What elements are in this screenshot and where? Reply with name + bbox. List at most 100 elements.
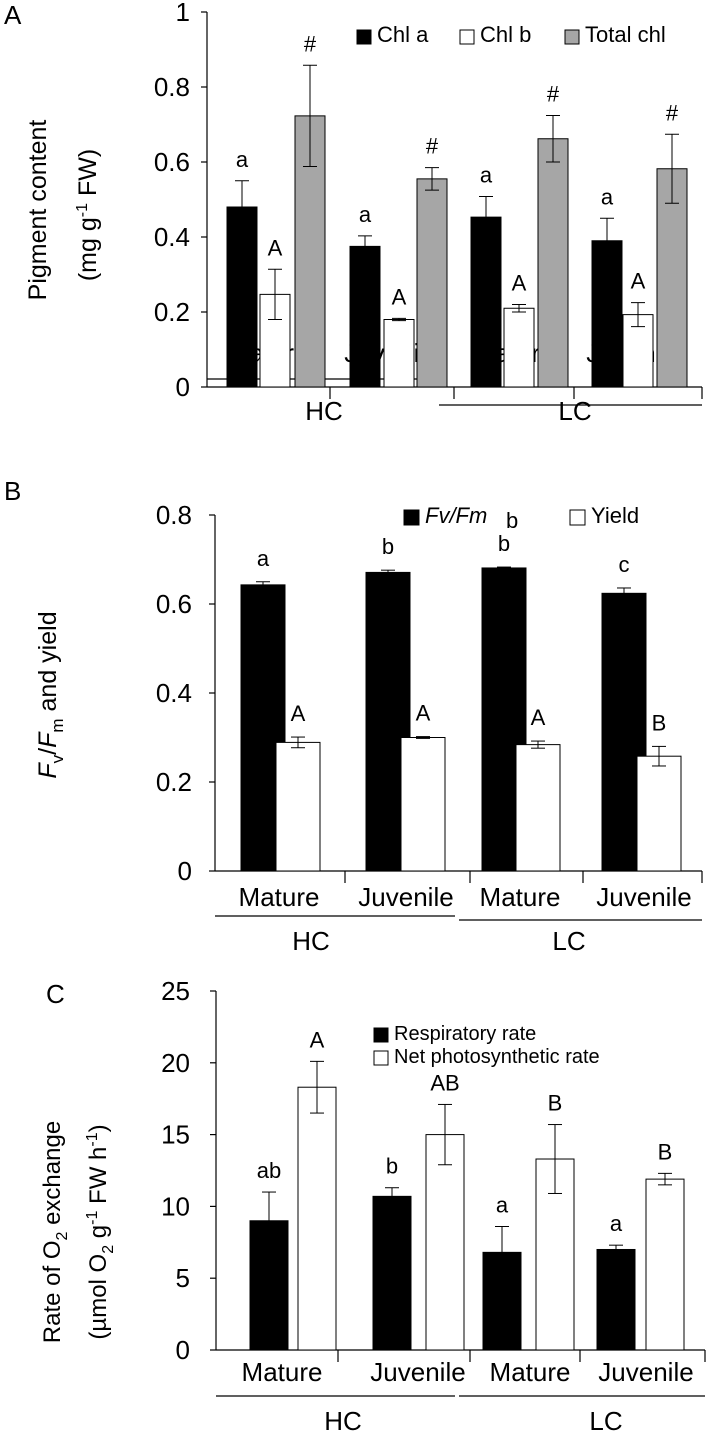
y-tick-label: 10 [161, 1191, 190, 1221]
y-tick-label: 0 [176, 372, 190, 402]
bar [372, 1195, 412, 1351]
legend-label: Fv/Fm [425, 503, 487, 528]
panel-c-group-hc: HC [324, 1406, 362, 1436]
y-tick-label: 0.6 [156, 589, 192, 619]
legend-swatch [459, 29, 475, 45]
y-tick-label: 5 [176, 1263, 190, 1293]
category-label: Juvenile [370, 1357, 465, 1387]
bar [425, 1134, 465, 1351]
panel-c-group-lc: LC [589, 1406, 622, 1436]
y-tick-label: 0.4 [156, 678, 192, 708]
bar [349, 245, 381, 388]
significance-label: c [619, 552, 630, 577]
y-tick-label: 0.6 [154, 147, 190, 177]
bar [645, 1178, 685, 1351]
category-label: Mature [242, 1357, 323, 1387]
significance-label: B [652, 710, 667, 735]
legend-label: Total chl [585, 22, 666, 47]
y-tick-label: 25 [161, 976, 190, 1006]
category-label: Juvenile [598, 1357, 693, 1387]
significance-label: a [236, 147, 249, 172]
category-label: Juvenile [596, 882, 691, 912]
y-tick-label: 1 [176, 0, 190, 27]
significance-label: # [426, 134, 439, 159]
panel-b: B Fv/Fm and yield HC LC [4, 476, 586, 956]
bar [400, 737, 446, 872]
y-tick-label: 0.2 [154, 297, 190, 327]
significance-label: a [480, 163, 493, 188]
y-tick-label: 15 [161, 1120, 190, 1150]
panel-c-label: C [46, 979, 65, 1009]
significance-label: AB [430, 1070, 459, 1095]
panel-c-ylabel-line2: (µmol O2 g-1 FW h-1) [84, 1124, 117, 1339]
bar [591, 240, 623, 388]
y-tick-label: 0.2 [156, 767, 192, 797]
significance-label: A [310, 1027, 325, 1052]
significance-label: a [257, 546, 270, 571]
significance-label: A [512, 271, 527, 296]
plot-layer: 0 0.2 0.4 0.6 0.8 1 Mature Juvenile Mature Juveni… [154, 0, 706, 1397]
legend-label: Chl b [480, 22, 531, 47]
significance-label: B [548, 1091, 563, 1116]
significance-label: a [601, 184, 614, 209]
bar [503, 307, 535, 388]
significance-label: b [386, 1154, 398, 1179]
chart-panel-a: 00.20.40.60.81MatureJuvenileMatureJuveni… [154, 0, 703, 406]
category-label: Mature [480, 882, 561, 912]
y-tick-label: 0 [176, 1335, 190, 1365]
y-tick-label: 0.4 [154, 222, 190, 252]
panel-b-ylabel: Fv/Fm and yield [34, 611, 67, 778]
legend-swatch [403, 509, 420, 526]
significance-label: A [416, 701, 431, 726]
bar [416, 178, 448, 388]
legend-label: Net photosynthetic rate [394, 1046, 600, 1068]
panel-b-label: B [4, 476, 21, 506]
bar [297, 1086, 337, 1351]
panel-b-group-lc: LC [552, 926, 585, 956]
significance-label: a [496, 1193, 509, 1218]
legend-label: Chl a [377, 22, 429, 47]
panel-a-ylabel-line1: Pigment content [24, 120, 52, 301]
significance-label: # [666, 100, 679, 125]
legend-label: Respiratory rate [394, 1023, 536, 1045]
significance-label: b [382, 534, 394, 559]
y-tick-label: 0.8 [156, 500, 192, 530]
bar [537, 138, 569, 388]
significance-label: a [359, 202, 372, 227]
significance-label: A [268, 235, 283, 260]
y-tick-label: 0 [178, 856, 192, 886]
y-tick-label: 20 [161, 1048, 190, 1078]
y-tick-label: 0.8 [154, 72, 190, 102]
legend-label: Yield [591, 503, 639, 528]
significance-label: ab [257, 1158, 281, 1183]
bar [383, 319, 415, 388]
bar [515, 744, 561, 872]
significance-label: A [291, 701, 306, 726]
legend-swatch [569, 509, 586, 526]
panel-b-group-hc: HC [292, 926, 330, 956]
significance-label: A [631, 269, 646, 294]
panel-a-label: A [4, 0, 22, 30]
legend-swatch [564, 29, 580, 45]
legend-swatch [356, 29, 372, 45]
panel-a-group-hc: HC [305, 396, 343, 426]
panel-c-ylabel-line1: Rate of O2 exchange [39, 1121, 71, 1343]
significance-label: # [547, 82, 560, 107]
legend-swatch [373, 1050, 389, 1066]
significance-label: a [610, 1211, 623, 1236]
significance-label: b [506, 508, 518, 533]
panel-a: A Pigment content (mg g-1 FW) HC LC [4, 0, 592, 426]
panel-c: C Rate of O2 exchange (µmol O2 g-1 FW h-… [39, 979, 623, 1436]
category-label: Juvenile [358, 882, 453, 912]
bar [226, 206, 258, 388]
category-label: Mature [239, 882, 320, 912]
panel-a-group-lc: LC [558, 396, 591, 426]
significance-label: A [531, 705, 546, 730]
category-label: Mature [490, 1357, 571, 1387]
significance-label: B [658, 1139, 673, 1164]
significance-label: # [304, 31, 317, 56]
bar [596, 1248, 636, 1351]
chart-panel-b: 0 0.2 0.4 0.6 0.8 Mature Juvenile Mature Juvenil… [156, 500, 703, 921]
